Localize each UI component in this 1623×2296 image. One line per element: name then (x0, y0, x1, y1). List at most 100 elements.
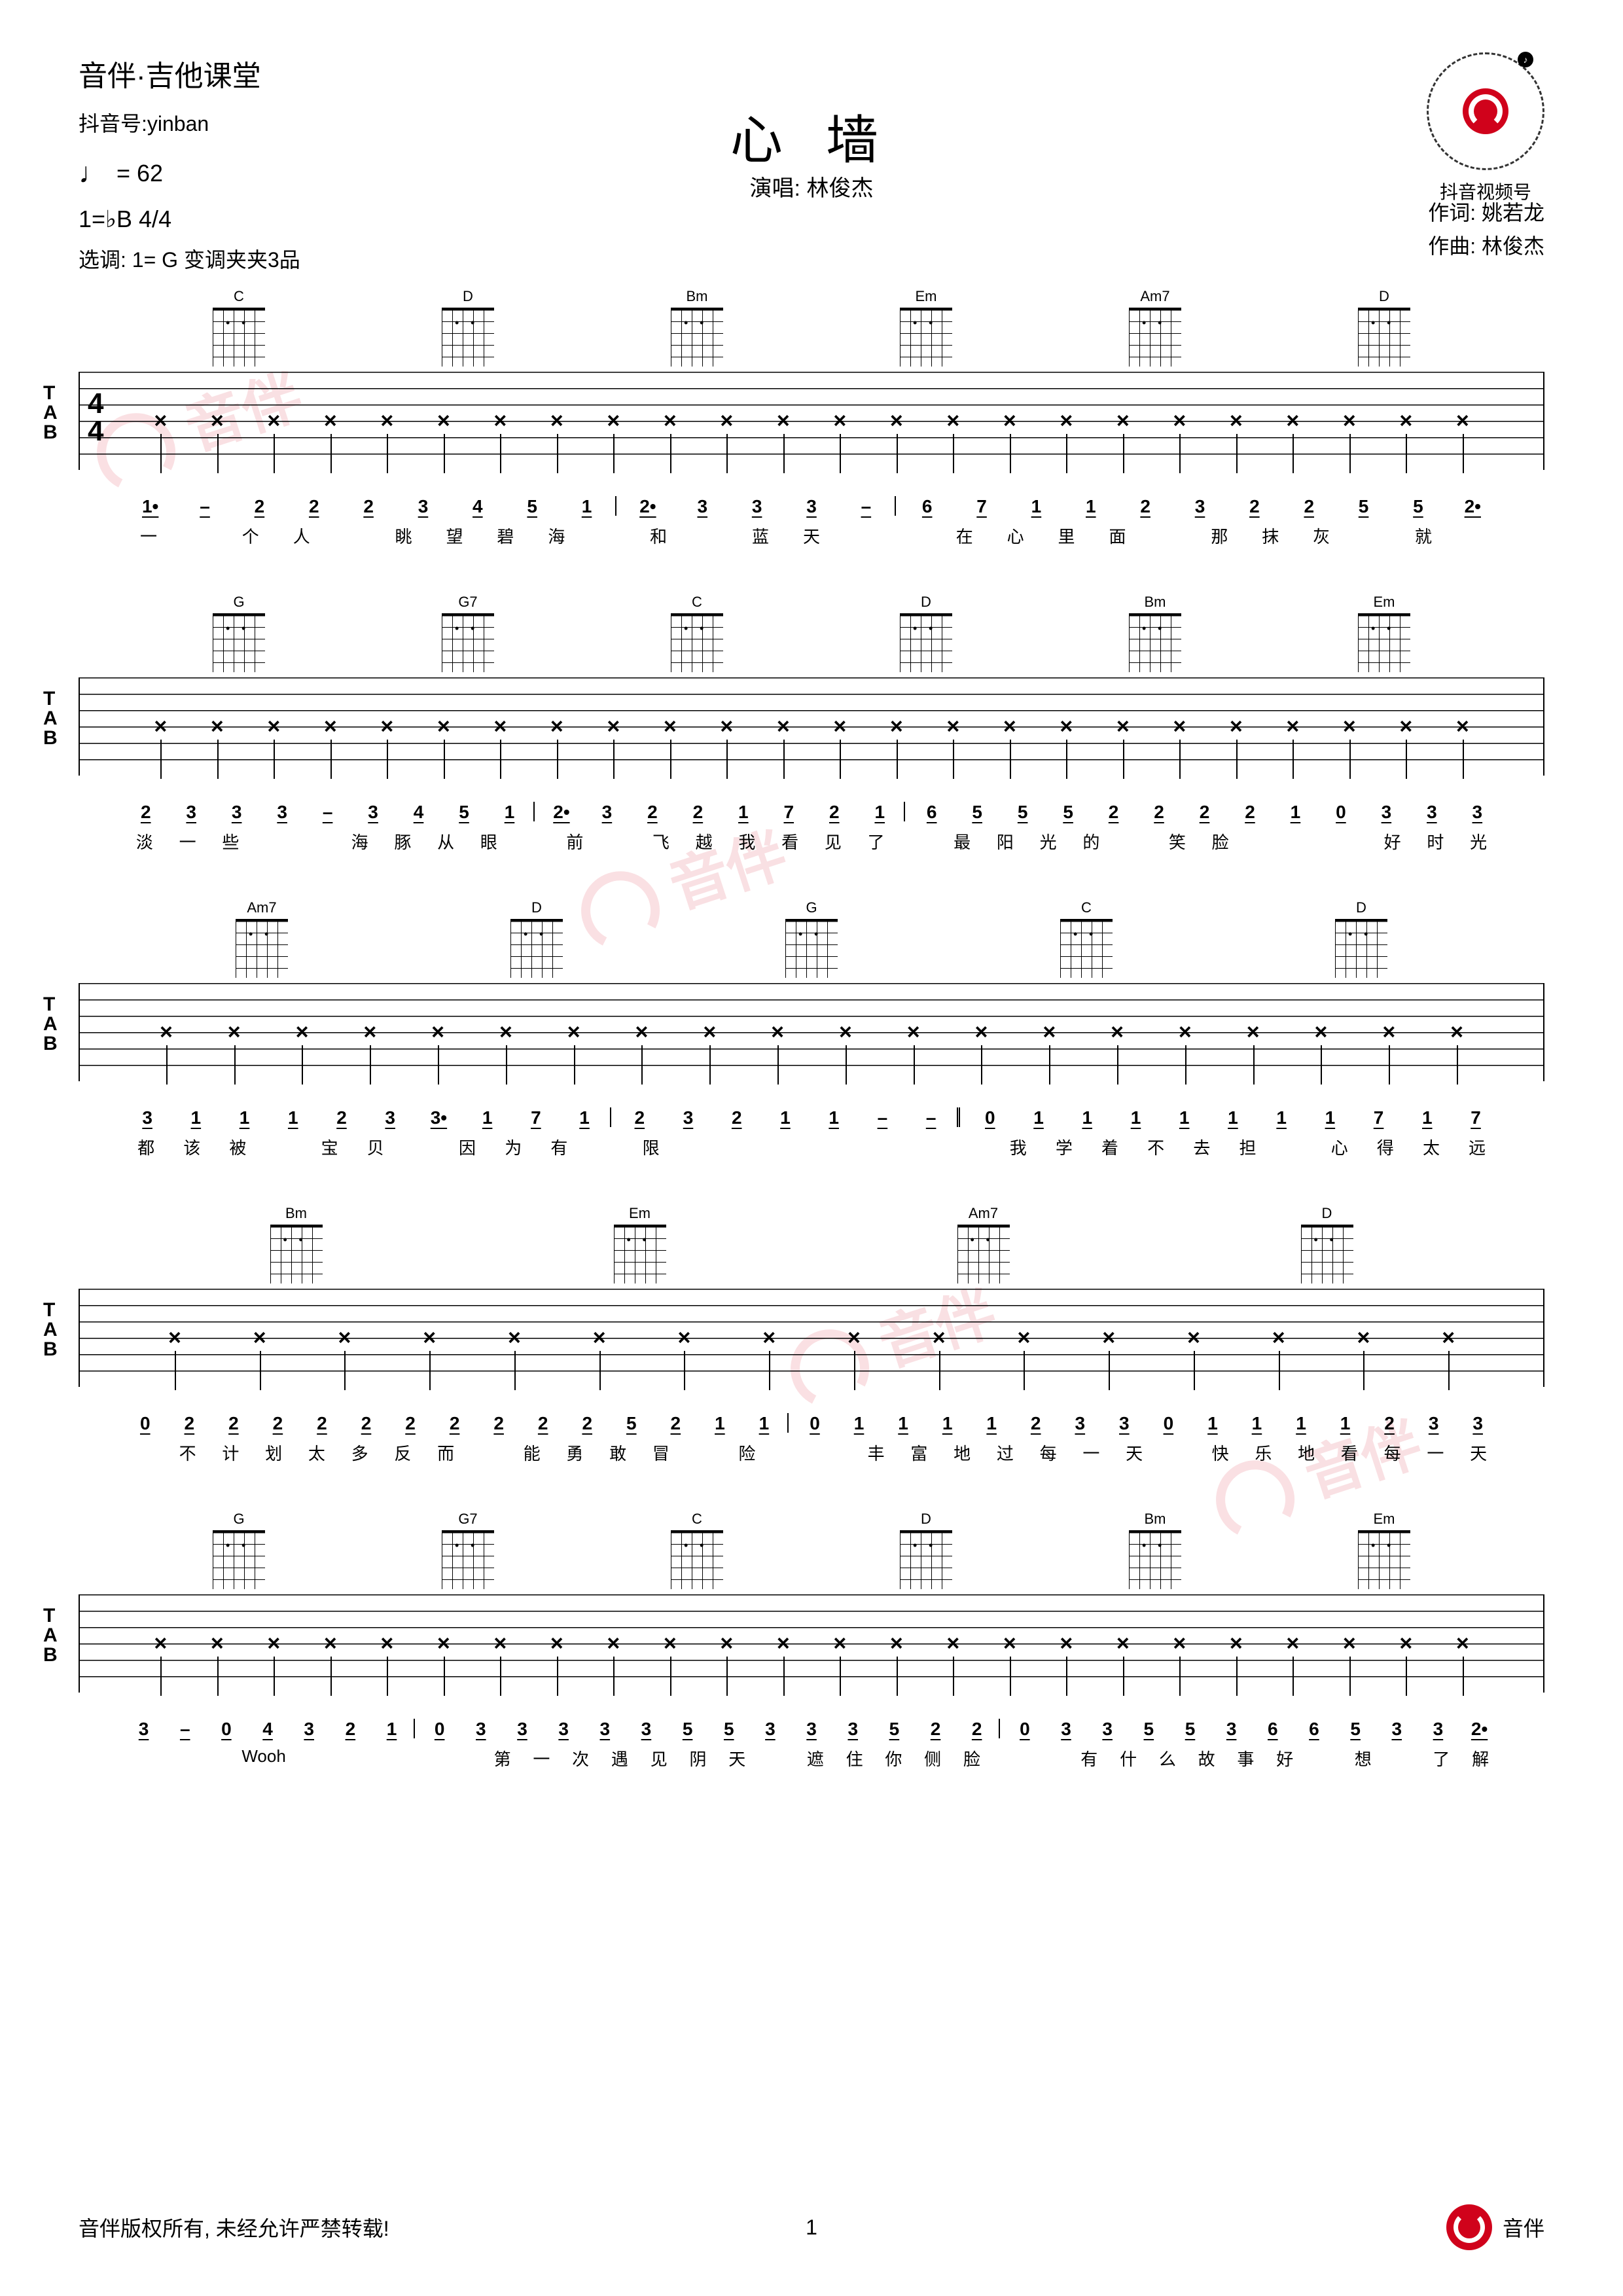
jianpu-note: 2 (301, 1413, 343, 1434)
chord-name: Am7 (957, 1205, 1010, 1222)
jianpu-note: 0 (207, 1719, 245, 1740)
fretboard-icon (1358, 1530, 1410, 1589)
lyric-syllable: 地 (942, 1441, 982, 1465)
lyric-syllable: 富 (899, 1441, 940, 1465)
lyricist: 作词: 姚若龙 (1428, 196, 1544, 230)
jianpu-note: 1 (811, 1107, 857, 1128)
jianpu-note: 1 (1016, 1107, 1061, 1128)
chord-name: G (785, 899, 838, 916)
strum-mark: × (1272, 1325, 1285, 1351)
strum-mark: × (1456, 1631, 1469, 1657)
jianpu-note: 1• (124, 496, 176, 517)
jianpu-note: 3 (1046, 1719, 1085, 1740)
strum-mark: × (1286, 408, 1299, 434)
lyric-syllable (1157, 1441, 1198, 1465)
jianpu-note: 2 (1092, 802, 1135, 823)
lyric-syllable: 抹 (1246, 524, 1294, 548)
fretboard-icon (1129, 613, 1181, 672)
strum-mark: × (720, 714, 733, 740)
lyric-syllable (164, 1746, 200, 1770)
jianpu-note: 3 (1103, 1413, 1145, 1434)
strum-mark: × (423, 1325, 436, 1351)
strum-mark: × (1343, 408, 1356, 434)
lyric-syllable: 有 (1071, 1746, 1107, 1770)
chord-name: G (213, 594, 265, 611)
chord-name: D (442, 288, 494, 305)
jianpu-note: 2 (1228, 802, 1271, 823)
strum-mark: × (890, 1631, 903, 1657)
jianpu-note: 3 (1378, 1719, 1416, 1740)
jianpu-note: 7 (955, 496, 1007, 517)
chord-name: G7 (442, 594, 494, 611)
strum-mark: × (777, 408, 790, 434)
tab-systems: CDBmEmAm7DTAB44××××××××××××××××××××××××1… (79, 288, 1544, 1770)
jianpu-note: 1 (859, 802, 901, 823)
jianpu-note: 1 (372, 1719, 411, 1740)
tab-clef: TAB (43, 1300, 58, 1359)
jianpu-note: 1 (762, 1107, 808, 1128)
strum-mark: × (296, 1020, 309, 1045)
strum-mark: × (720, 408, 733, 434)
lyric-syllable: 和 (634, 524, 683, 548)
strum-mark: × (228, 1020, 241, 1045)
jianpu-note: 2 (522, 1413, 564, 1434)
strum-mark: × (567, 1020, 580, 1045)
lyric-syllable (767, 1135, 810, 1159)
fretboard-icon (442, 1530, 494, 1589)
jianpu-note: 3 (367, 1107, 413, 1128)
strum-mark: × (1382, 1020, 1395, 1045)
lyric-syllable (329, 524, 377, 548)
lyric-syllable: 心 (991, 524, 1040, 548)
chord-diagram: D (1358, 288, 1410, 367)
strum-mark: × (1116, 714, 1130, 740)
jianpu-note: – (859, 1107, 905, 1128)
jianpu-note: 2 (1228, 496, 1280, 517)
jianpu-note: 2 (616, 1107, 662, 1128)
jianpu-note: 2 (813, 802, 855, 823)
jianpu-note: 1 (882, 1413, 924, 1434)
lyric-syllable: 么 (1149, 1746, 1186, 1770)
jianpu-note: 3 (751, 1719, 789, 1740)
lyric-syllable: 都 (124, 1135, 168, 1159)
tab-system: BmEmAm7DTAB××××××××××××××××0222222222252… (79, 1205, 1544, 1465)
lyric-syllable: 遇 (601, 1746, 638, 1770)
lyric-syllable: 望 (431, 524, 479, 548)
jianpu-note: – (840, 496, 892, 517)
lyric-syllable: 人 (277, 524, 326, 548)
chord-name: D (1358, 288, 1410, 305)
strum-mark: × (550, 1631, 563, 1657)
jianpu-note: 2• (622, 496, 673, 517)
strum-mark: × (1003, 1631, 1016, 1657)
strum-mark: × (833, 714, 846, 740)
lyric-syllable: 能 (512, 1441, 552, 1465)
chord-name: Am7 (236, 899, 288, 916)
jianpu-note: 3 (586, 1719, 624, 1740)
lyric-syllable: 每 (1028, 1441, 1069, 1465)
lyric-syllable (721, 1135, 764, 1159)
lyric-syllable: 第 (484, 1746, 521, 1770)
fretboard-icon (671, 613, 723, 672)
chord-diagram: C (671, 1511, 723, 1589)
lyric-syllable: 得 (1364, 1135, 1407, 1159)
lyric-syllable (1032, 1746, 1069, 1770)
chord-name: G (213, 1511, 265, 1528)
fretboard-icon (442, 308, 494, 367)
brand-title: 音伴·吉他课堂 (79, 52, 1544, 94)
lyric-syllable (469, 1441, 509, 1465)
fretboard-icon (1358, 308, 1410, 367)
jianpu-note: 3 (1212, 1719, 1251, 1740)
lyric-syllable: 笑 (1157, 829, 1198, 853)
chord-name: D (1301, 1205, 1353, 1222)
lyric-syllable: Wooh (241, 1746, 285, 1770)
lyric-syllable: 丰 (856, 1441, 897, 1465)
strum-mark: × (380, 1631, 393, 1657)
lyric-syllable: 一 (124, 524, 173, 548)
jianpu-note: 2 (916, 1719, 955, 1740)
lyric-syllable: 去 (1180, 1135, 1223, 1159)
lyric-row: 不计划太多反而能勇敢冒险丰富地过每一天快乐地看每一天 (79, 1441, 1544, 1465)
lyric-syllable (993, 1746, 1029, 1770)
jianpu-note: 5 (875, 1719, 914, 1740)
lyric-syllable: 光 (1458, 829, 1499, 853)
strum-mark: × (1003, 408, 1016, 434)
strum-mark: × (720, 1631, 733, 1657)
